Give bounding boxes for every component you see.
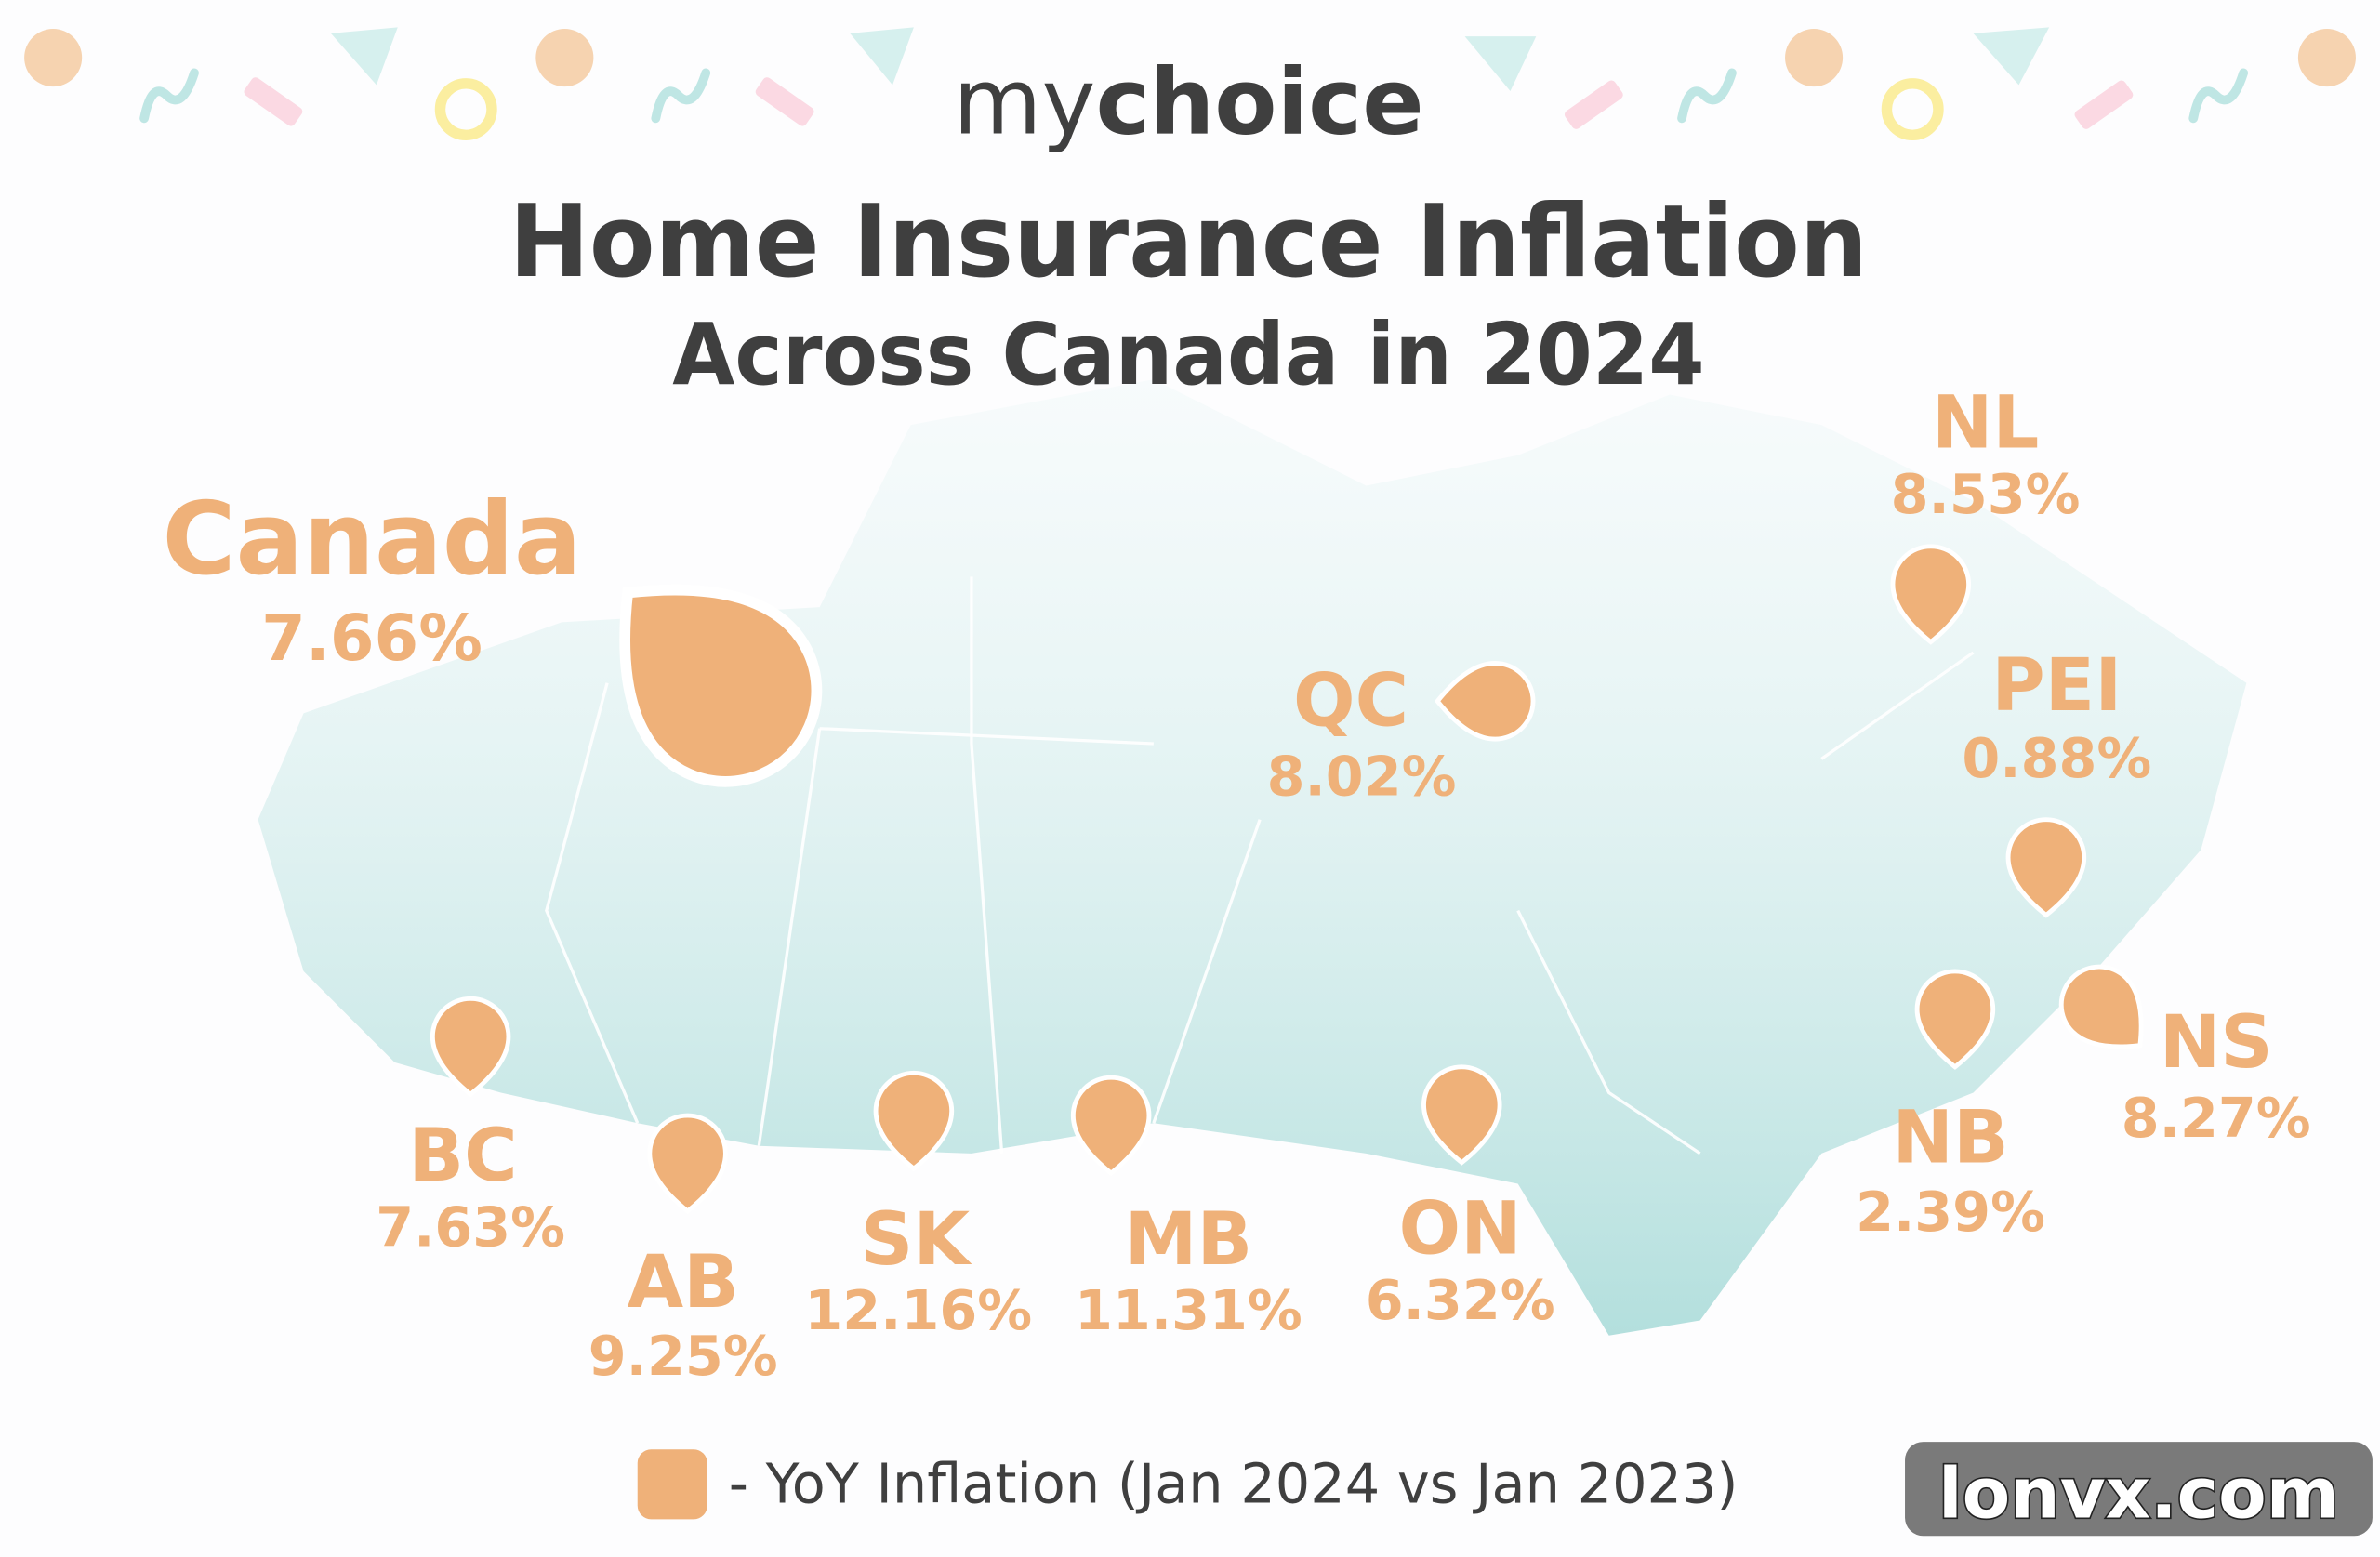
pin	[2058, 964, 2144, 1049]
logo-brand: choice	[1096, 50, 1424, 156]
region-value: 11.31%	[1075, 1278, 1302, 1342]
pin	[1070, 1075, 1152, 1177]
pin	[2005, 817, 2087, 918]
region-label: NB	[1892, 1096, 2008, 1181]
region-value: 6.32%	[1366, 1268, 1555, 1332]
region-label: PEI	[1991, 643, 2122, 728]
title: Home Insurance Inflation	[509, 184, 1868, 300]
watermark-box	[1905, 1442, 2373, 1537]
logo: mychoice	[953, 50, 1424, 156]
legend-swatch	[637, 1449, 707, 1520]
pin	[1435, 661, 1536, 742]
pin	[873, 1070, 955, 1172]
region-label: Canada	[162, 482, 581, 598]
region-value: 9.25%	[588, 1324, 778, 1388]
region-value: 8.27%	[2122, 1086, 2311, 1150]
scene: mychoice Home Insurance Inflation Across…	[24, 27, 2373, 1536]
region-value: 7.66%	[261, 601, 483, 676]
pin	[1890, 544, 1972, 645]
region-value: 8.02%	[1267, 745, 1457, 809]
pin	[619, 584, 823, 787]
legend-text: - YoY Inflation (Jan 2024 vs Jan 2023)	[729, 1451, 1739, 1515]
confetti	[24, 27, 2356, 141]
region-label: BC	[408, 1114, 517, 1198]
region-value: 12.16%	[804, 1278, 1032, 1342]
region-label: ON	[1399, 1187, 1522, 1272]
region-label: NS	[2160, 1000, 2273, 1085]
pin	[430, 996, 511, 1098]
region-label: MB	[1125, 1197, 1253, 1282]
region-value: 8.53%	[1891, 462, 2081, 526]
pin	[1914, 969, 1996, 1070]
region-value: 2.39%	[1856, 1180, 2045, 1244]
pin	[1421, 1064, 1502, 1166]
subtitle: Across Canada in 2024	[672, 305, 1704, 404]
watermark: lonvx.com	[1938, 1453, 2339, 1535]
logo-prefix: my	[953, 50, 1095, 156]
region-label: SK	[861, 1197, 972, 1282]
region-value: 7.63%	[376, 1194, 565, 1259]
region-value: 0.88%	[1962, 726, 2151, 790]
province-borders	[545, 576, 1975, 1155]
region-label: AB	[628, 1240, 739, 1325]
region-label: NL	[1932, 381, 2040, 466]
region-label: QC	[1293, 658, 1408, 743]
pin	[647, 1113, 728, 1215]
